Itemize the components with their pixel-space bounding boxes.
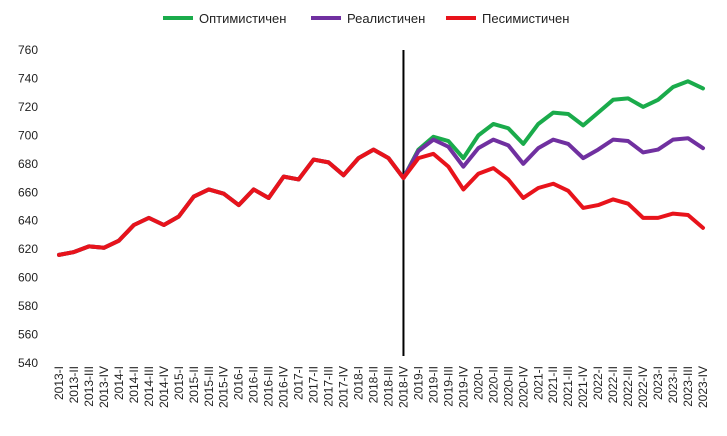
x-tick-label: 2022-II [606, 366, 620, 403]
x-tick-label: 2017-III [322, 366, 336, 407]
x-tick-label: 2021-III [561, 366, 575, 407]
legend-label: Реалистичен [347, 11, 425, 26]
x-tick-label: 2020-IV [516, 366, 530, 408]
x-axis-ticks: 2013-I 2013-II 2013-III 2013-IV 2014-I 2014-I… [52, 366, 710, 408]
x-tick-label: 2023-IV [696, 366, 710, 408]
x-tick-label: 2015-III [202, 366, 216, 407]
x-tick-label: 2016-IV [277, 366, 291, 408]
x-tick-label: 2019-II [426, 366, 440, 403]
x-tick-label: 2017-II [307, 366, 321, 403]
x-tick-label: 2023-I [651, 366, 665, 400]
x-tick-label: 2021-II [546, 366, 560, 403]
x-tick-label: 2014-II [127, 366, 141, 403]
y-tick-label: 600 [18, 271, 38, 285]
x-tick-label: 2018-IV [396, 366, 410, 408]
x-tick-label: 2013-IV [97, 366, 111, 408]
x-tick-label: 2019-IV [456, 366, 470, 408]
y-tick-label: 740 [18, 71, 38, 85]
x-tick-label: 2016-II [247, 366, 261, 403]
legend: Оптимистичен Реалистичен Песимистичен [163, 11, 569, 26]
x-tick-label: 2019-III [441, 366, 455, 407]
x-tick-label: 2015-II [187, 366, 201, 403]
x-tick-label: 2014-IV [157, 366, 171, 408]
x-tick-label: 2014-I [112, 366, 126, 400]
y-tick-label: 720 [18, 100, 38, 114]
legend-label: Песимистичен [482, 11, 569, 26]
x-tick-label: 2014-III [142, 366, 156, 407]
series-line-0 [57, 79, 705, 257]
y-tick-label: 580 [18, 299, 38, 313]
x-tick-label: 2020-II [486, 366, 500, 403]
x-tick-label: 2020-III [501, 366, 515, 407]
x-tick-label: 2013-II [67, 366, 81, 403]
x-tick-label: 2022-I [591, 366, 605, 400]
series-line-2 [57, 147, 705, 257]
x-tick-label: 2018-III [381, 366, 395, 407]
y-tick-label: 560 [18, 328, 38, 342]
x-tick-label: 2022-III [621, 366, 635, 407]
y-tick-label: 640 [18, 214, 38, 228]
x-tick-label: 2013-III [82, 366, 96, 407]
x-tick-label: 2015-IV [217, 366, 231, 408]
x-tick-label: 2018-II [367, 366, 381, 403]
y-tick-label: 620 [18, 242, 38, 256]
y-tick-label: 700 [18, 128, 38, 142]
y-tick-label: 540 [18, 356, 38, 370]
legend-label: Оптимистичен [199, 11, 286, 26]
x-tick-label: 2017-IV [337, 366, 351, 408]
y-tick-label: 760 [18, 43, 38, 57]
y-tick-label: 660 [18, 185, 38, 199]
x-tick-label: 2019-I [411, 366, 425, 400]
x-tick-label: 2018-I [352, 366, 366, 400]
x-tick-label: 2022-IV [636, 366, 650, 408]
x-tick-label: 2013-I [52, 366, 66, 400]
x-tick-label: 2021-IV [576, 366, 590, 408]
y-axis-ticks: 540 560 580 600 620 640 660 680 700 720 740 760 [18, 43, 38, 370]
x-tick-label: 2021-I [531, 366, 545, 400]
x-tick-label: 2015-I [172, 366, 186, 400]
y-tick-label: 680 [18, 157, 38, 171]
series-lines [57, 79, 705, 257]
x-tick-label: 2023-III [681, 366, 695, 407]
x-tick-label: 2020-I [471, 366, 485, 400]
x-tick-label: 2016-I [232, 366, 246, 400]
x-tick-label: 2017-I [292, 366, 306, 400]
x-tick-label: 2016-III [262, 366, 276, 407]
x-tick-label: 2023-II [666, 366, 680, 403]
